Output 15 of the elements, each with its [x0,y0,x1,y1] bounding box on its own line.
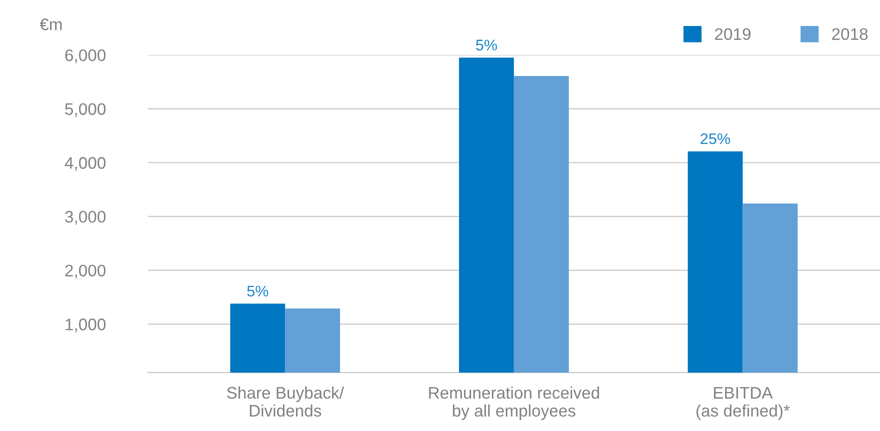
annotation: 5% [476,40,497,50]
y-axis-title: €m [40,18,62,30]
y-tick-label: 3,000 [65,210,106,225]
y-tick-label: 6,000 [65,49,106,64]
legend-label: 2019 [715,28,750,40]
x-tick-label: Remuneration received by all employees [429,386,600,420]
annotation: 25% [700,133,730,144]
y-tick-label: 5,000 [65,103,106,117]
y-tick-label: 4,000 [64,157,106,171]
annotation: 5% [247,286,268,296]
x-tick-label: Share Buyback/ Dividends [227,386,344,417]
legend-label: 2018 [832,28,868,40]
x-tick-label: EBITDA (as defined)* [696,387,790,420]
y-tick-label: 2,000 [65,264,106,278]
y-tick-label: 1,000 [66,318,106,332]
